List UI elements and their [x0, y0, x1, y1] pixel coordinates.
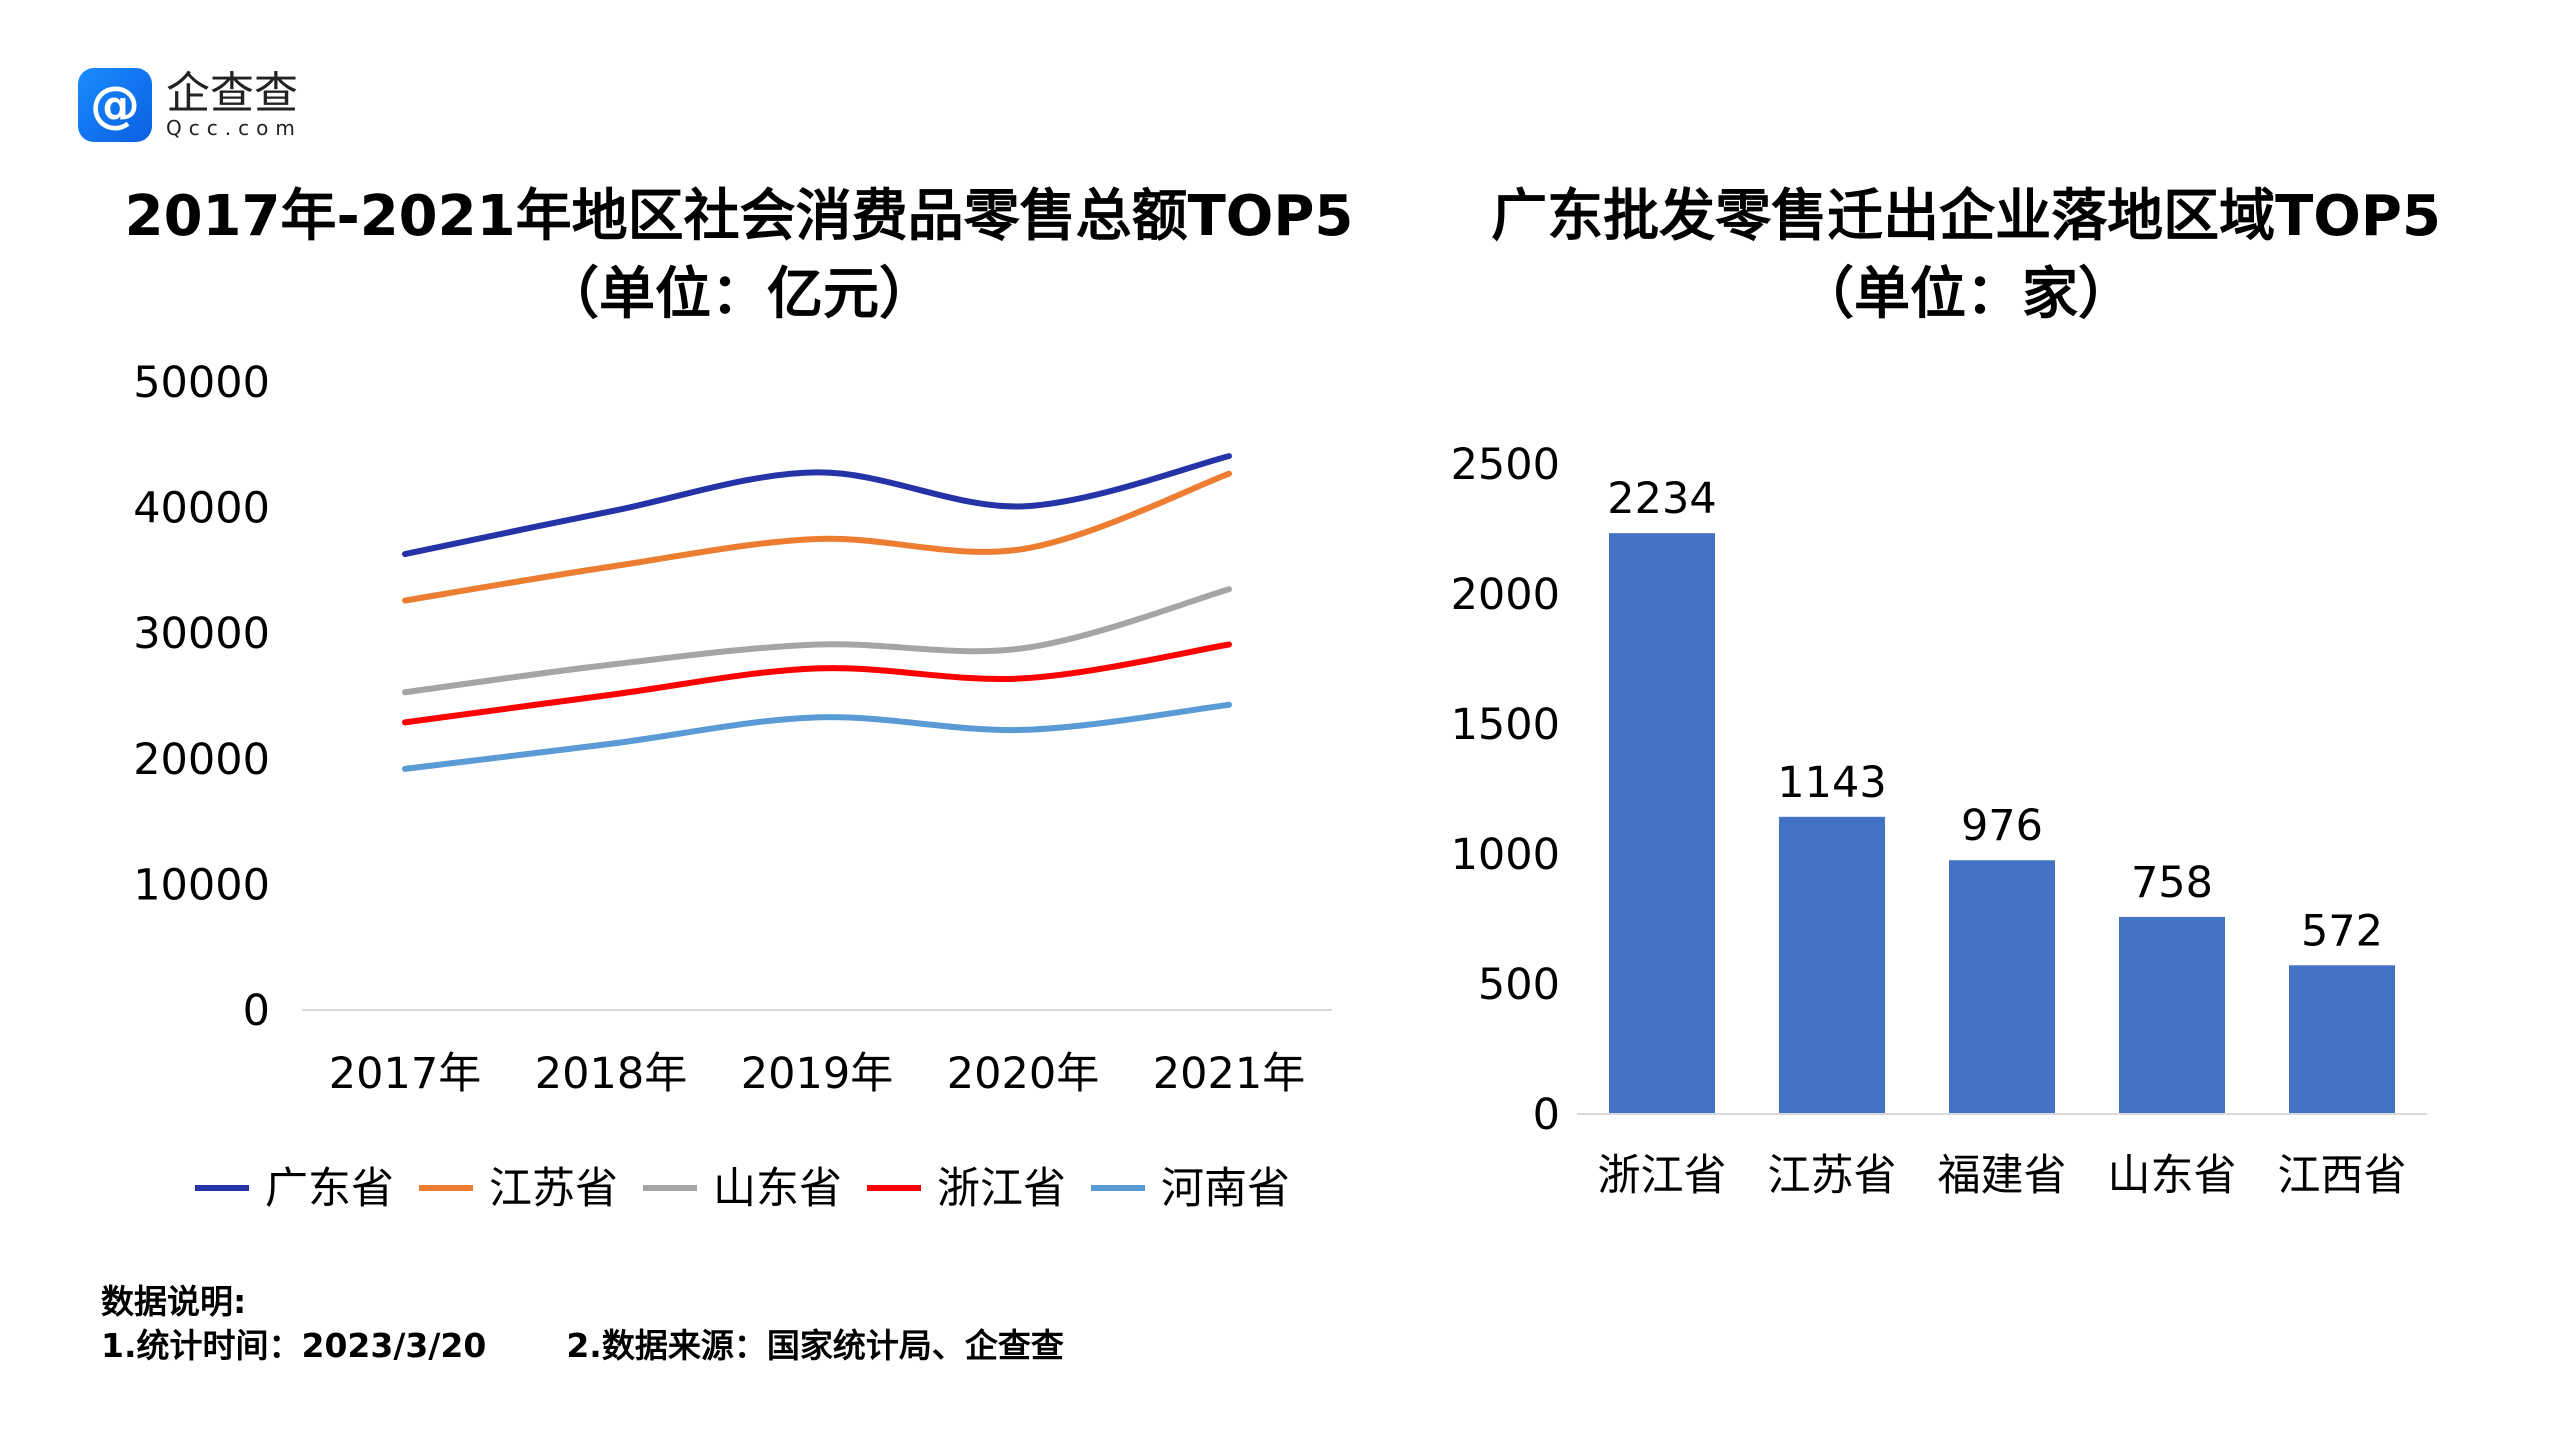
- notes-heading: 数据说明:: [101, 1282, 247, 1321]
- bar-x-tick-label: 山东省: [2108, 1151, 2237, 1201]
- bar-chart-subtitle: （单位：家）: [1798, 262, 2134, 327]
- line-chart-title-block: 2017年-2021年地区社会消费品零售总额TOP5 （单位：亿元）: [125, 178, 1354, 334]
- bar-y-tick-label: 2500: [1451, 440, 1560, 490]
- bar-x-tick-label: 浙江省: [1598, 1151, 1727, 1201]
- legend-label: 广东省: [265, 1164, 394, 1214]
- bar-浙江省: [1609, 533, 1715, 1114]
- line-y-tick-label: 40000: [133, 484, 270, 534]
- line-x-tick-label: 2017年: [329, 1049, 481, 1099]
- bar-y-tick-label: 1000: [1451, 830, 1560, 880]
- bar-y-tick-label: 0: [1533, 1090, 1560, 1140]
- notes-source: 2.数据来源：国家统计局、企查查: [566, 1326, 1064, 1365]
- bar-data-label: 758: [2131, 858, 2213, 908]
- line-x-tick-label: 2019年: [741, 1049, 893, 1099]
- line-y-tick-label: 30000: [133, 609, 270, 659]
- logo-cn: 企查查: [166, 68, 298, 119]
- legend-label: 江苏省: [489, 1164, 618, 1214]
- line-y-tick-label: 0: [243, 986, 270, 1036]
- bar-y-tick-label: 500: [1478, 960, 1560, 1010]
- data-notes: 数据说明: 1.统计时间：2023/3/20 2.数据来源：国家统计局、企查查: [101, 1280, 1144, 1368]
- legend-label: 河南省: [1161, 1164, 1290, 1214]
- line-chart-title: 2017年-2021年地区社会消费品零售总额TOP5: [124, 184, 1354, 249]
- line-series-浙江省: [402, 641, 1232, 726]
- line-series-江苏省: [402, 470, 1232, 604]
- bar-江苏省: [1779, 816, 1885, 1114]
- bar-y-tick-label: 1500: [1451, 700, 1560, 750]
- line-chart-subtitle: （单位：亿元）: [543, 262, 935, 327]
- bar-福建省: [1949, 860, 2055, 1114]
- bar-data-label: 976: [1961, 801, 2043, 851]
- bar-x-tick-label: 福建省: [1938, 1151, 2067, 1201]
- line-series-山东省: [402, 586, 1232, 696]
- line-x-tick-label: 2020年: [947, 1049, 1099, 1099]
- line-series-广东省: [402, 453, 1232, 558]
- bar-chart-title-block: 广东批发零售迁出企业落地区域TOP5 （单位：家）: [1491, 178, 2441, 334]
- bar-chart-title: 广东批发零售迁出企业落地区域TOP5: [1491, 184, 2441, 249]
- bar-x-tick-label: 江西省: [2278, 1151, 2407, 1201]
- bar-江西省: [2289, 965, 2395, 1114]
- line-y-tick-label: 50000: [133, 358, 270, 408]
- bar-data-label: 1143: [1777, 758, 1886, 808]
- bar-山东省: [2119, 916, 2225, 1114]
- bar-data-label: 572: [2301, 906, 2383, 956]
- line-y-tick-label: 20000: [133, 735, 270, 785]
- notes-time: 1.统计时间：2023/3/20: [101, 1326, 487, 1365]
- line-y-tick-label: 10000: [133, 860, 270, 910]
- logo-en: Qcc.com: [166, 116, 302, 140]
- line-x-tick-label: 2021年: [1153, 1049, 1305, 1099]
- legend-label: 山东省: [713, 1164, 842, 1214]
- line-series-河南省: [402, 701, 1232, 772]
- bar-data-label: 2234: [1607, 474, 1716, 524]
- bar-y-tick-label: 2000: [1451, 570, 1560, 620]
- qcc-logo: @ 企查查 Qcc.com: [78, 68, 302, 142]
- qcc-logo-icon: @: [78, 68, 152, 142]
- line-x-tick-label: 2018年: [535, 1049, 687, 1099]
- legend-label: 浙江省: [937, 1164, 1066, 1214]
- bar-x-tick-label: 江苏省: [1768, 1151, 1897, 1201]
